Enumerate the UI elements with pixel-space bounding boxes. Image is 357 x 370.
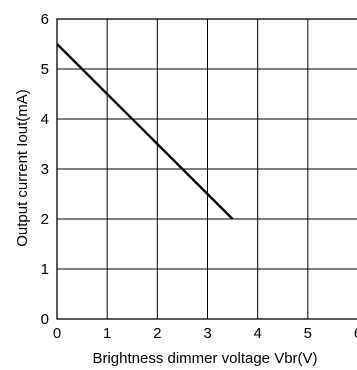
y-tick-label: 5 bbox=[41, 61, 49, 78]
y-axis-label: Output current Iout(mA) bbox=[14, 89, 31, 247]
x-tick-label: 1 bbox=[103, 325, 111, 342]
y-tick-label: 4 bbox=[41, 111, 49, 128]
series-layer bbox=[56, 43, 234, 220]
y-tick-label: 1 bbox=[41, 261, 49, 278]
x-tick-labels: 0 1 2 3 4 5 6 bbox=[53, 325, 357, 342]
x-tick-label: 6 bbox=[354, 325, 357, 342]
y-tick-labels: 0 1 2 3 4 5 6 bbox=[41, 11, 49, 328]
x-axis-label: Brightness dimmer voltage Vbr(V) bbox=[92, 350, 317, 367]
grid bbox=[56, 18, 357, 320]
x-tick-label: 2 bbox=[153, 325, 161, 342]
x-tick-label: 0 bbox=[53, 325, 61, 342]
y-tick-label: 2 bbox=[41, 211, 49, 228]
plot-frame bbox=[56, 18, 357, 320]
x-tick-label: 5 bbox=[304, 325, 312, 342]
y-tick-label: 0 bbox=[41, 311, 49, 328]
series-line bbox=[56, 43, 234, 220]
y-tick-label: 6 bbox=[41, 11, 49, 28]
x-tick-label: 4 bbox=[253, 325, 261, 342]
y-tick-label: 3 bbox=[41, 161, 49, 178]
x-tick-label: 3 bbox=[203, 325, 211, 342]
